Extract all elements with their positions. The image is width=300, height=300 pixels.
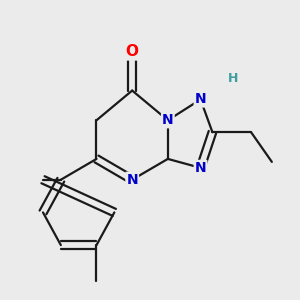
Text: O: O bbox=[126, 44, 139, 59]
Text: N: N bbox=[195, 161, 206, 175]
Text: N: N bbox=[195, 92, 206, 106]
Text: N: N bbox=[126, 173, 138, 187]
Text: H: H bbox=[228, 72, 238, 85]
Text: N: N bbox=[162, 113, 174, 127]
